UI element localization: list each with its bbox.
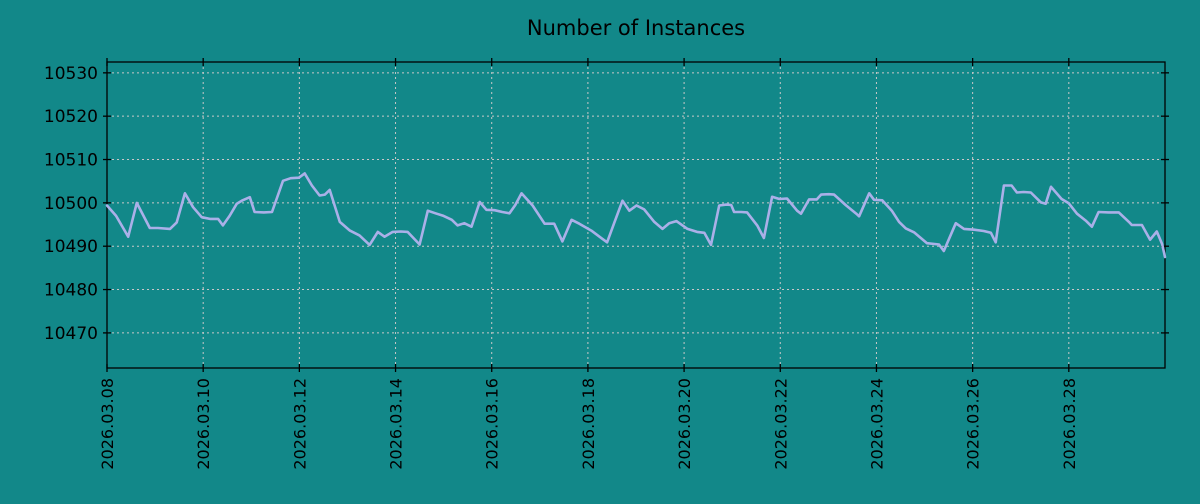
y-tick-label: 10520: [44, 107, 98, 127]
plot-border: [106, 61, 1166, 369]
y-tick-label: 10530: [44, 64, 98, 84]
x-tick-label: 2026.03.22: [771, 378, 790, 470]
x-tick-label: 2026.03.10: [194, 378, 213, 470]
x-tick-label: 2026.03.24: [867, 378, 886, 470]
x-tick-label: 2026.03.20: [675, 378, 694, 470]
y-tick-label: 10500: [44, 194, 98, 214]
x-tick-label: 2026.03.08: [98, 378, 117, 470]
x-tick-label: 2026.03.28: [1060, 378, 1079, 470]
series-line-instances: [105, 172, 1167, 259]
y-tick-label: 10480: [44, 281, 98, 301]
y-tick-label: 10490: [44, 237, 98, 257]
y-tick-label: 10510: [44, 151, 98, 171]
x-tick-label: 2026.03.26: [964, 378, 983, 470]
x-tick-label: 2026.03.18: [579, 378, 598, 470]
y-tick-label: 10470: [44, 324, 98, 344]
x-tick-label: 2026.03.12: [290, 378, 309, 470]
x-tick-label: 2026.03.16: [483, 378, 502, 470]
x-tick-label: 2026.03.14: [387, 378, 406, 470]
chart-title: Number of Instances: [526, 16, 746, 40]
